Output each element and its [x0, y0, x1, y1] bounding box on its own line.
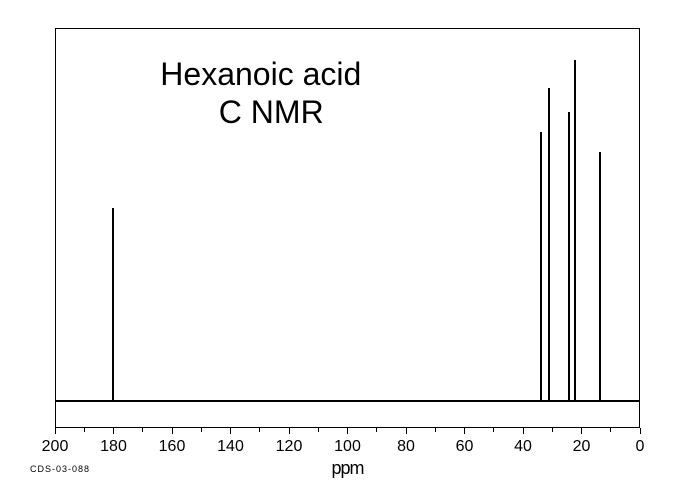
- spectrum-baseline: [56, 400, 639, 402]
- x-tick-label: 120: [276, 438, 303, 456]
- chart-title-line2: C NMR: [219, 94, 324, 131]
- nmr-peak: [574, 60, 576, 402]
- x-minor-tick: [435, 428, 436, 432]
- x-minor-tick: [552, 428, 553, 432]
- x-minor-tick: [259, 428, 260, 432]
- x-tick-label: 180: [100, 438, 127, 456]
- x-tick-label: 60: [456, 438, 474, 456]
- x-tick: [347, 428, 348, 434]
- x-minor-tick: [142, 428, 143, 432]
- nmr-peak: [548, 88, 550, 402]
- x-minor-tick: [201, 428, 202, 432]
- nmr-figure: Hexanoic acid C NMR ppm CDS-03-088 20018…: [0, 0, 680, 500]
- x-tick: [55, 428, 56, 434]
- x-tick: [172, 428, 173, 434]
- x-tick-label: 200: [42, 438, 69, 456]
- nmr-peak: [599, 152, 601, 402]
- chart-title-line1: Hexanoic acid: [160, 56, 361, 93]
- x-minor-tick: [318, 428, 319, 432]
- x-tick: [464, 428, 465, 434]
- figure-footer-id: CDS-03-088: [30, 464, 90, 474]
- x-tick-label: 40: [514, 438, 532, 456]
- nmr-peak: [112, 208, 114, 402]
- x-tick: [289, 428, 290, 434]
- x-tick: [113, 428, 114, 434]
- x-tick-label: 20: [573, 438, 591, 456]
- x-tick: [640, 428, 641, 434]
- x-tick: [230, 428, 231, 434]
- x-tick: [523, 428, 524, 434]
- x-tick-label: 160: [159, 438, 186, 456]
- x-tick: [581, 428, 582, 434]
- x-tick-label: 0: [636, 438, 645, 456]
- x-tick-label: 80: [397, 438, 415, 456]
- x-tick: [406, 428, 407, 434]
- nmr-peak: [540, 132, 542, 402]
- x-minor-tick: [610, 428, 611, 432]
- nmr-peak: [568, 112, 570, 402]
- x-minor-tick: [376, 428, 377, 432]
- x-minor-tick: [493, 428, 494, 432]
- x-tick-label: 140: [217, 438, 244, 456]
- x-axis-label: ppm: [331, 458, 363, 479]
- x-minor-tick: [84, 428, 85, 432]
- x-tick-label: 100: [334, 438, 361, 456]
